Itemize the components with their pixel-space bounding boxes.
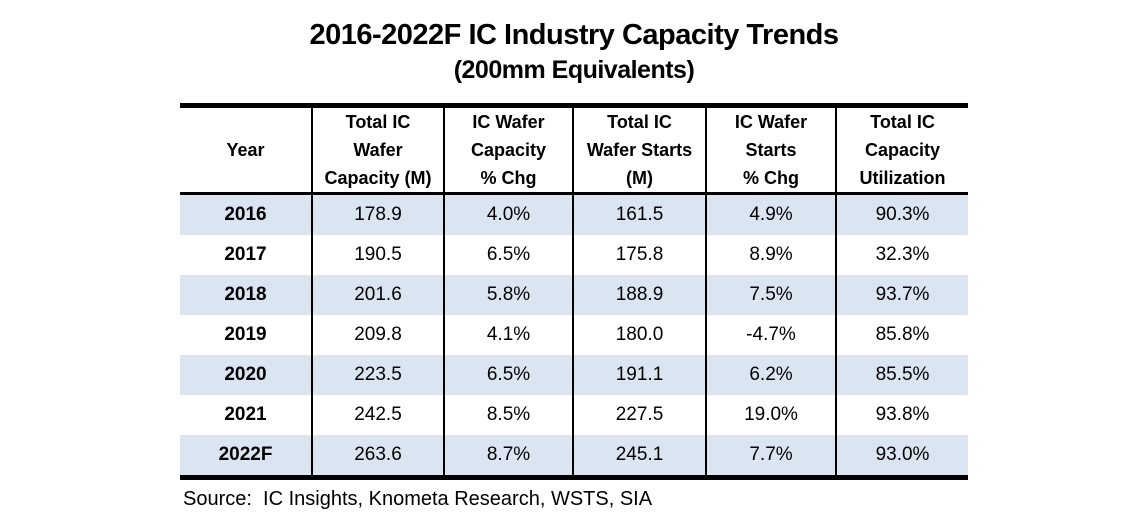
value-cell: 85.8%: [835, 315, 968, 355]
value-cell: 85.5%: [835, 355, 968, 395]
header-cell-capacity-utilization: Total IC Capacity Utilization: [835, 105, 968, 195]
value-cell: 32.3%: [835, 235, 968, 275]
table-row: 2018 201.6 5.8% 188.9 7.5% 93.7%: [180, 275, 968, 315]
table-row: 2022F 263.6 8.7% 245.1 7.7% 93.0%: [180, 435, 968, 478]
header-cell-capacity-pct-chg: IC Wafer Capacity % Chg: [443, 105, 573, 195]
value-cell: 19.0%: [705, 395, 836, 435]
header-cell-starts-pct-chg: IC Wafer Starts % Chg: [705, 105, 836, 195]
table-row: 2019 209.8 4.1% 180.0 -4.7% 85.8%: [180, 315, 968, 355]
header-cell-total-wafer-capacity: Total IC Wafer Capacity (M): [311, 105, 444, 195]
source-note: Source: IC Insights, Knometa Research, W…: [183, 488, 653, 510]
table-row: 2021 242.5 8.5% 227.5 19.0% 93.8%: [180, 395, 968, 435]
year-cell: 2016: [180, 193, 312, 235]
year-cell: 2017: [180, 235, 312, 275]
value-cell: 190.5: [311, 235, 444, 275]
year-cell: 2018: [180, 275, 312, 315]
capacity-table: Year Total IC Wafer Capacity (M) IC Wafe…: [180, 103, 968, 480]
value-cell: 245.1: [572, 435, 706, 478]
value-cell: -4.7%: [705, 315, 836, 355]
table-row: 2017 190.5 6.5% 175.8 8.9% 32.3%: [180, 235, 968, 275]
value-cell: 201.6: [311, 275, 444, 315]
value-cell: 209.8: [311, 315, 444, 355]
value-cell: 242.5: [311, 395, 444, 435]
table-row: 2020 223.5 6.5% 191.1 6.2% 85.5%: [180, 355, 968, 395]
value-cell: 191.1: [572, 355, 706, 395]
value-cell: 6.5%: [443, 355, 573, 395]
value-cell: 223.5: [311, 355, 444, 395]
value-cell: 4.9%: [705, 193, 836, 235]
value-cell: 175.8: [572, 235, 706, 275]
value-cell: 7.7%: [705, 435, 836, 478]
value-cell: 227.5: [572, 395, 706, 435]
value-cell: 8.5%: [443, 395, 573, 435]
value-cell: 263.6: [311, 435, 444, 478]
chart-subtitle: (200mm Equivalents): [453, 56, 695, 84]
value-cell: 188.9: [572, 275, 706, 315]
value-cell: 93.7%: [835, 275, 968, 315]
header-cell-total-wafer-starts: Total IC Wafer Starts (M): [572, 105, 706, 195]
value-cell: 5.8%: [443, 275, 573, 315]
value-cell: 161.5: [572, 193, 706, 235]
value-cell: 6.2%: [705, 355, 836, 395]
value-cell: 6.5%: [443, 235, 573, 275]
value-cell: 4.0%: [443, 193, 573, 235]
table-header-row: Year Total IC Wafer Capacity (M) IC Wafe…: [180, 105, 968, 195]
value-cell: 7.5%: [705, 275, 836, 315]
title-block: 2016-2022F IC Industry Capacity Trends (…: [180, 16, 968, 87]
table-row: 2016 178.9 4.0% 161.5 4.9% 90.3%: [180, 193, 968, 235]
header-cell-year: Year: [180, 105, 312, 195]
value-cell: 8.7%: [443, 435, 573, 478]
value-cell: 90.3%: [835, 193, 968, 235]
value-cell: 178.9: [311, 193, 444, 235]
value-cell: 93.8%: [835, 395, 968, 435]
year-cell: 2020: [180, 355, 312, 395]
value-cell: 180.0: [572, 315, 706, 355]
value-cell: 4.1%: [443, 315, 573, 355]
value-cell: 93.0%: [835, 435, 968, 478]
value-cell: 8.9%: [705, 235, 836, 275]
chart-title: 2016-2022F IC Industry Capacity Trends: [309, 19, 840, 51]
year-cell: 2019: [180, 315, 312, 355]
year-cell: 2022F: [180, 435, 312, 478]
year-cell: 2021: [180, 395, 312, 435]
